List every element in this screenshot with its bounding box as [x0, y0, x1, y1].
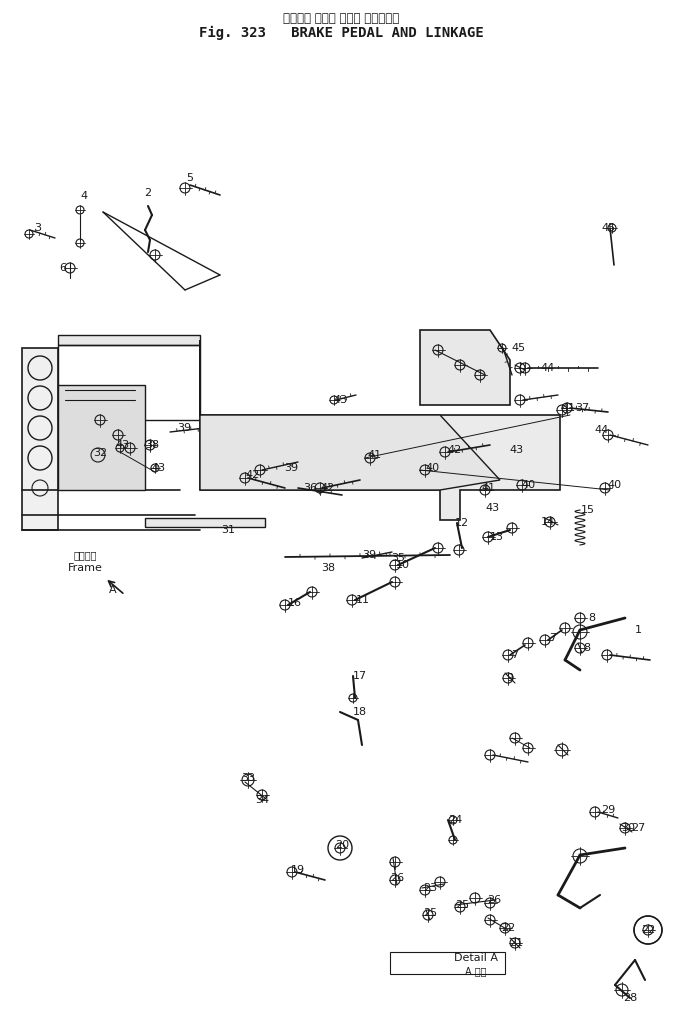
Text: 43: 43 [334, 395, 348, 405]
Text: 30: 30 [621, 823, 635, 833]
Polygon shape [200, 415, 560, 520]
Text: A 詳細: A 詳細 [465, 966, 487, 976]
Text: 26: 26 [487, 895, 501, 905]
Text: 42: 42 [321, 483, 335, 493]
Text: 43: 43 [509, 445, 523, 455]
Text: 45: 45 [511, 343, 525, 353]
Text: 22: 22 [641, 925, 655, 935]
Text: 40: 40 [607, 480, 621, 490]
Text: 11: 11 [356, 595, 370, 605]
Polygon shape [420, 330, 510, 405]
Text: A: A [109, 585, 117, 595]
Text: 7: 7 [512, 650, 518, 660]
Text: Frame: Frame [68, 563, 102, 573]
Text: 25: 25 [455, 900, 469, 910]
Text: 6: 6 [59, 263, 67, 273]
Text: 32: 32 [93, 448, 107, 458]
Text: 39: 39 [284, 463, 298, 473]
Text: 33: 33 [241, 773, 255, 783]
Polygon shape [145, 518, 265, 527]
Bar [390, 952, 505, 974]
Text: 35: 35 [391, 553, 405, 563]
Text: 19: 19 [291, 865, 305, 875]
Text: 21: 21 [509, 938, 523, 948]
Text: 44: 44 [541, 363, 555, 373]
Text: 31: 31 [221, 525, 235, 535]
Polygon shape [200, 340, 500, 490]
Text: 8: 8 [583, 643, 591, 653]
Text: 40: 40 [425, 463, 439, 473]
Text: 43: 43 [151, 463, 165, 473]
Text: 40: 40 [522, 480, 536, 490]
Text: 27: 27 [631, 823, 645, 833]
Text: フレーム: フレーム [73, 550, 97, 560]
Text: 42: 42 [246, 470, 260, 480]
Text: 10: 10 [396, 560, 410, 570]
Text: 25: 25 [423, 908, 437, 918]
Text: 28: 28 [623, 993, 637, 1003]
Text: Detail A: Detail A [454, 952, 498, 963]
Text: Fig. 323   BRAKE PEDAL AND LINKAGE: Fig. 323 BRAKE PEDAL AND LINKAGE [198, 26, 484, 40]
Text: 13: 13 [490, 532, 504, 542]
Polygon shape [58, 385, 145, 490]
Text: 39: 39 [362, 550, 376, 560]
Text: 7: 7 [550, 633, 557, 643]
Text: 42: 42 [448, 445, 462, 455]
Text: 22: 22 [501, 923, 515, 933]
Polygon shape [22, 348, 58, 530]
Text: 12: 12 [455, 518, 469, 528]
Text: 14: 14 [541, 517, 555, 527]
Text: 36: 36 [303, 483, 317, 493]
Text: 38: 38 [321, 563, 335, 573]
Text: 38: 38 [145, 440, 159, 450]
Text: 2: 2 [145, 188, 151, 198]
Text: 15: 15 [581, 504, 595, 515]
Text: 37: 37 [575, 403, 589, 413]
Text: 20: 20 [335, 840, 349, 850]
Text: 17: 17 [353, 671, 367, 681]
Text: 44: 44 [595, 425, 609, 435]
Text: 1: 1 [634, 625, 642, 635]
Text: 18: 18 [353, 707, 367, 717]
Text: 3: 3 [35, 223, 42, 233]
Text: 39: 39 [177, 423, 191, 433]
Text: 24: 24 [448, 815, 462, 825]
Text: 43: 43 [115, 440, 129, 450]
Text: 43: 43 [485, 503, 499, 513]
Polygon shape [58, 335, 200, 345]
Text: 9: 9 [507, 673, 514, 683]
Text: 16: 16 [288, 598, 302, 608]
Text: 8: 8 [589, 613, 595, 623]
Text: 34: 34 [255, 795, 269, 805]
Text: 45: 45 [601, 223, 615, 233]
Text: 26: 26 [390, 873, 404, 883]
Text: 23: 23 [423, 883, 437, 893]
Text: 41: 41 [562, 403, 576, 413]
Text: 41: 41 [481, 483, 495, 493]
Text: 29: 29 [601, 805, 615, 815]
Text: 41: 41 [367, 450, 381, 460]
Text: 5: 5 [186, 173, 194, 183]
Text: ブレーキ ペダル および リンケージ: ブレーキ ペダル および リンケージ [283, 12, 399, 25]
Text: 4: 4 [80, 191, 87, 201]
